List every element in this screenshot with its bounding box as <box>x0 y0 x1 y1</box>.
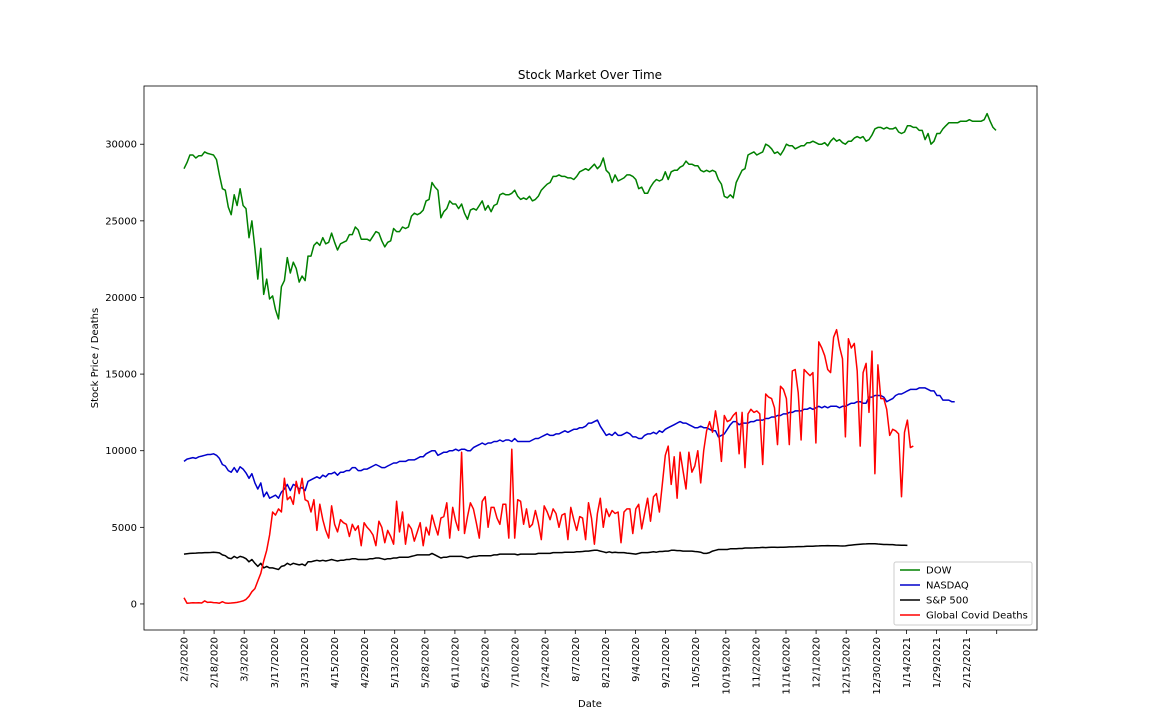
x-tick-label: 10/5/2020 <box>691 637 702 688</box>
x-tick-label: 7/10/2020 <box>511 637 522 688</box>
x-tick-label: 1/14/2021 <box>902 637 913 688</box>
series-lines <box>183 112 997 604</box>
x-tick-label: 9/21/2020 <box>661 637 672 688</box>
x-tick-label: 11/16/2020 <box>782 637 793 695</box>
x-tick-label: 3/31/2020 <box>300 637 311 688</box>
x-tick-label: 2/12/2021 <box>962 637 973 688</box>
x-tick-label: 5/13/2020 <box>390 637 401 688</box>
legend: DOW NASDAQ S&P 500 Global Covid Deaths <box>893 561 1033 626</box>
x-tick-label: 12/30/2020 <box>872 637 883 695</box>
plot-frame <box>143 85 1038 631</box>
y-tick-label: 15000 <box>105 370 137 381</box>
y-tick-label: 0 <box>131 599 137 610</box>
x-tick-label: 11/2/2020 <box>751 637 762 688</box>
x-tick-label: 2/18/2020 <box>210 637 221 688</box>
series-line-3 <box>183 328 914 604</box>
series-line-0 <box>183 112 997 320</box>
x-tick-label: 5/28/2020 <box>420 637 431 688</box>
legend-label: NASDAQ <box>926 581 969 592</box>
y-tick-label: 5000 <box>112 523 137 534</box>
x-tick-label: 2/3/2020 <box>180 637 191 682</box>
y-tick-label: 30000 <box>105 140 137 151</box>
y-tick-label: 10000 <box>105 446 137 457</box>
x-tick-label: 9/4/2020 <box>631 637 642 682</box>
x-tick-label: 4/15/2020 <box>330 637 341 688</box>
chart-title: Stock Market Over Time <box>518 68 662 82</box>
x-tick-label: 3/17/2020 <box>270 637 281 688</box>
x-tick-label: 4/29/2020 <box>360 637 371 688</box>
x-axis-label: Date <box>578 699 602 710</box>
series-line-1 <box>183 387 955 499</box>
x-tick-label: 8/21/2020 <box>601 637 612 688</box>
y-tick-label: 25000 <box>105 216 137 227</box>
x-tick-label: 12/15/2020 <box>842 637 853 695</box>
legend-box <box>893 561 1033 626</box>
x-tick-label: 7/24/2020 <box>541 637 552 688</box>
legend-label: S&P 500 <box>926 596 968 607</box>
x-tick-label: 6/11/2020 <box>450 637 461 688</box>
series-line-2 <box>183 542 908 571</box>
y-axis: 0 5000 10000 15000 20000 25000 30000 <box>105 140 144 610</box>
x-tick-label: 8/7/2020 <box>571 637 582 682</box>
x-tick-label: 3/3/2020 <box>240 637 251 682</box>
legend-label: Global Covid Deaths <box>926 611 1028 622</box>
x-tick-label: 1/29/2021 <box>932 637 943 688</box>
y-tick-label: 20000 <box>105 293 137 304</box>
x-tick-label: 10/19/2020 <box>721 637 732 695</box>
x-axis: 2/3/2020 2/18/2020 3/3/2020 3/17/2020 3/31/2… <box>180 630 998 695</box>
x-tick-label: 6/25/2020 <box>481 637 492 688</box>
legend-label: DOW <box>926 566 952 577</box>
x-tick-label: 12/1/2020 <box>812 637 823 688</box>
y-axis-label: Stock Price / Deaths <box>90 308 101 408</box>
